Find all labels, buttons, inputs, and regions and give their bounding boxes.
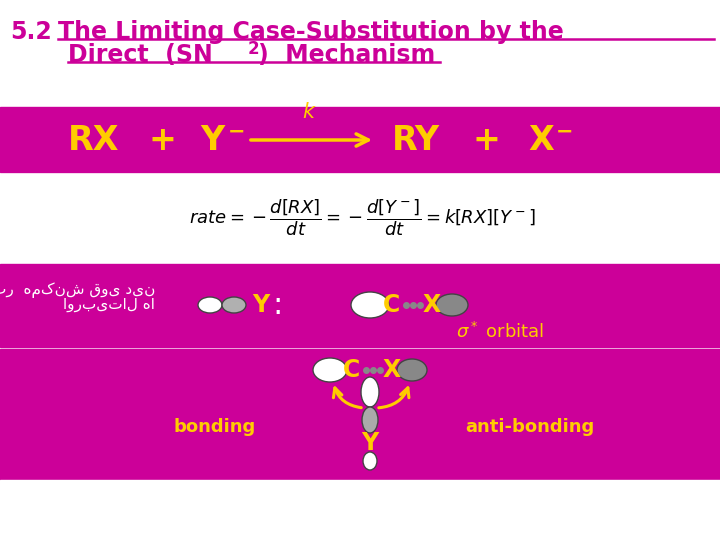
Ellipse shape [361, 377, 379, 407]
Bar [0, 0, 720, 105]
Text: C: C [343, 358, 361, 382]
Text: Direct  (SN: Direct (SN [68, 43, 212, 67]
Ellipse shape [362, 407, 378, 433]
Text: بر  همکنش قوی دین: بر همکنش قوی دین [0, 282, 155, 298]
Text: +: + [148, 124, 176, 157]
Ellipse shape [351, 292, 389, 318]
Text: X: X [423, 293, 441, 317]
Text: −: − [556, 122, 574, 142]
Ellipse shape [397, 359, 427, 381]
Text: Y: Y [252, 293, 269, 317]
Text: Y: Y [200, 124, 224, 157]
Text: اوربیتال ها: اوربیتال ها [63, 297, 155, 312]
Bar [0, 174, 720, 262]
Ellipse shape [436, 294, 468, 316]
Text: RX: RX [68, 124, 120, 157]
Ellipse shape [222, 297, 246, 313]
Ellipse shape [313, 358, 347, 382]
Text: The Limiting Case-Substitution by the: The Limiting Case-Substitution by the [58, 20, 564, 44]
Text: −: − [228, 122, 246, 142]
Text: $\sigma^*$ orbital: $\sigma^*$ orbital [456, 322, 544, 342]
Text: bonding: bonding [174, 418, 256, 436]
Text: C: C [383, 293, 400, 317]
Bar [0, 264, 720, 347]
Text: +: + [472, 124, 500, 157]
Text: k: k [302, 102, 314, 122]
Text: Y: Y [361, 431, 379, 455]
Text: )  Mechanism: ) Mechanism [258, 43, 436, 67]
Bar [0, 480, 720, 540]
Text: X: X [528, 124, 554, 157]
Text: X: X [383, 358, 401, 382]
Bar [0, 107, 720, 172]
Text: 5.2: 5.2 [10, 20, 52, 44]
Text: :: : [273, 291, 283, 320]
Text: anti-bonding: anti-bonding [465, 418, 595, 436]
Bar [0, 349, 720, 480]
Ellipse shape [198, 297, 222, 313]
Ellipse shape [363, 452, 377, 470]
Text: RY: RY [392, 124, 440, 157]
Text: 2: 2 [248, 40, 260, 58]
Text: $rate = -\dfrac{d[RX]}{dt} = -\dfrac{d[Y^-]}{dt} = k[RX][Y^-]$: $rate = -\dfrac{d[RX]}{dt} = -\dfrac{d[Y… [189, 198, 535, 238]
